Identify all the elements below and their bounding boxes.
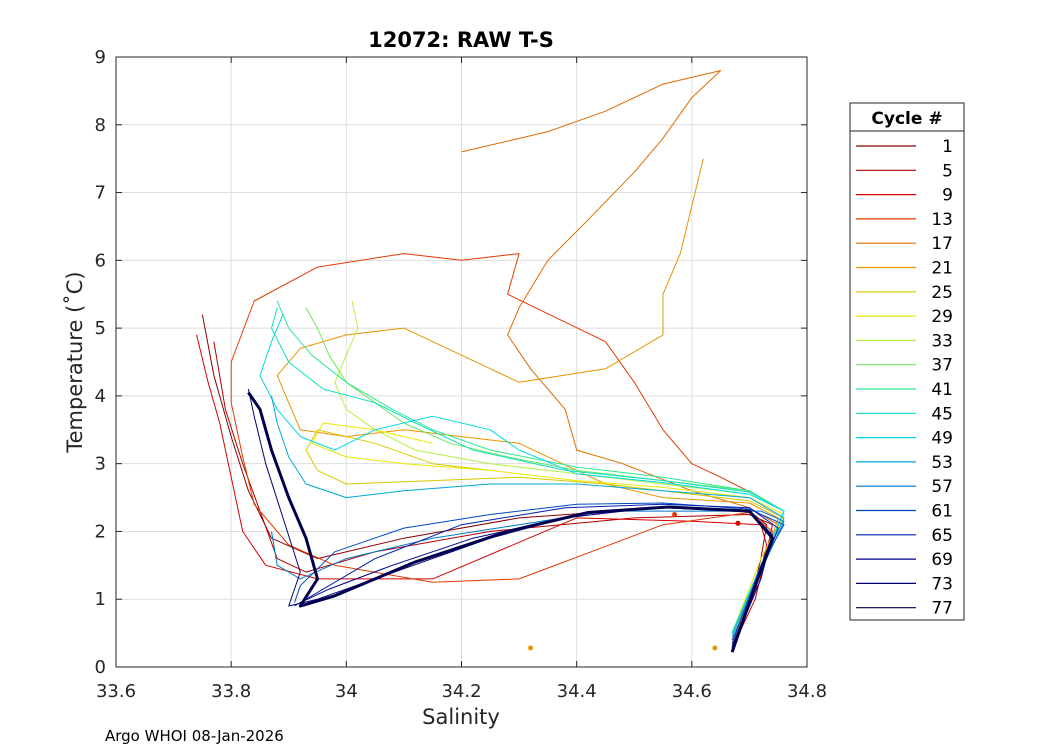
y-tick-label: 8: [95, 115, 106, 136]
x-axis-ticks: 33.6 33.8 34 34.2 34.4 34.6 34.8: [96, 57, 827, 702]
footer-credit: Argo WHOI 08-Jan-2026: [105, 727, 284, 745]
series-line-cycle-1: [201, 314, 768, 651]
data-marker: [672, 512, 678, 517]
legend-label-77: 77: [931, 599, 953, 619]
series-line-cycle-49: [259, 314, 785, 634]
series-line-cycle-29: [311, 422, 785, 634]
series-line-cycle-77: [247, 391, 774, 653]
legend-label-57: 57: [931, 477, 953, 497]
series-line-cycle-13: [230, 253, 773, 646]
y-axis-label: Temperature (˚C): [63, 271, 87, 453]
data-marker: [712, 645, 718, 651]
legend: Cycle # 1 5 9 13 17 21 25 29 33 37 41 45 49 53 57 61 65 6…: [849, 102, 965, 621]
legend-label-29: 29: [931, 307, 953, 327]
legend-label-61: 61: [931, 502, 953, 522]
y-tick-label: 6: [95, 250, 106, 271]
legend-entries: 1 5 9 13 17 21 25 29 33 37 41 45 49 53 57 61 65 69 73 77: [856, 137, 953, 619]
legend-label-37: 37: [931, 356, 953, 376]
legend-label-25: 25: [931, 283, 953, 303]
legend-label-41: 41: [931, 380, 953, 400]
legend-label-17: 17: [931, 234, 953, 254]
legend-label-53: 53: [931, 453, 953, 473]
x-tick-label: 33.8: [211, 681, 251, 702]
y-tick-label: 4: [95, 386, 106, 407]
x-tick-label: 34.2: [441, 681, 481, 702]
x-tick-label: 34.4: [557, 681, 597, 702]
legend-label-69: 69: [931, 550, 953, 570]
data-marker: [528, 645, 534, 651]
x-axis-label: Salinity: [422, 705, 500, 729]
y-tick-label: 5: [95, 318, 106, 339]
series-line-cycle-53: [271, 395, 785, 637]
x-tick-label: 33.6: [96, 681, 136, 702]
legend-title: Cycle #: [871, 109, 942, 129]
series-line-cycle-21: [276, 158, 779, 641]
legend-label-5: 5: [942, 161, 953, 181]
legend-label-9: 9: [942, 186, 953, 206]
y-tick-label: 2: [95, 521, 106, 542]
legend-label-13: 13: [931, 210, 953, 230]
y-tick-label: 7: [95, 183, 106, 204]
legend-label-49: 49: [931, 429, 953, 449]
y-tick-label: 9: [95, 47, 106, 68]
series-layer: [196, 70, 785, 653]
legend-label-33: 33: [931, 331, 953, 351]
x-tick-label: 34.8: [787, 681, 827, 702]
chart-title: 12072: RAW T-S: [368, 28, 554, 52]
legend-label-73: 73: [931, 574, 953, 594]
legend-label-21: 21: [931, 259, 953, 279]
legend-box: [849, 102, 965, 621]
data-marker: [735, 520, 741, 526]
series-line-cycle-25: [305, 429, 785, 637]
legend-label-1: 1: [942, 137, 953, 157]
y-tick-label: 3: [95, 454, 106, 475]
legend-label-65: 65: [931, 526, 953, 546]
y-axis-ticks: 0 1 2 3 4 5 6 7 8 9: [95, 47, 807, 678]
marker-layer: [528, 512, 741, 651]
x-tick-label: 34.6: [672, 681, 712, 702]
x-tick-label: 34: [335, 681, 358, 702]
y-tick-label: 0: [95, 657, 106, 678]
y-tick-label: 1: [95, 589, 106, 610]
series-line-cycle-61: [294, 502, 785, 644]
legend-label-45: 45: [931, 404, 953, 424]
